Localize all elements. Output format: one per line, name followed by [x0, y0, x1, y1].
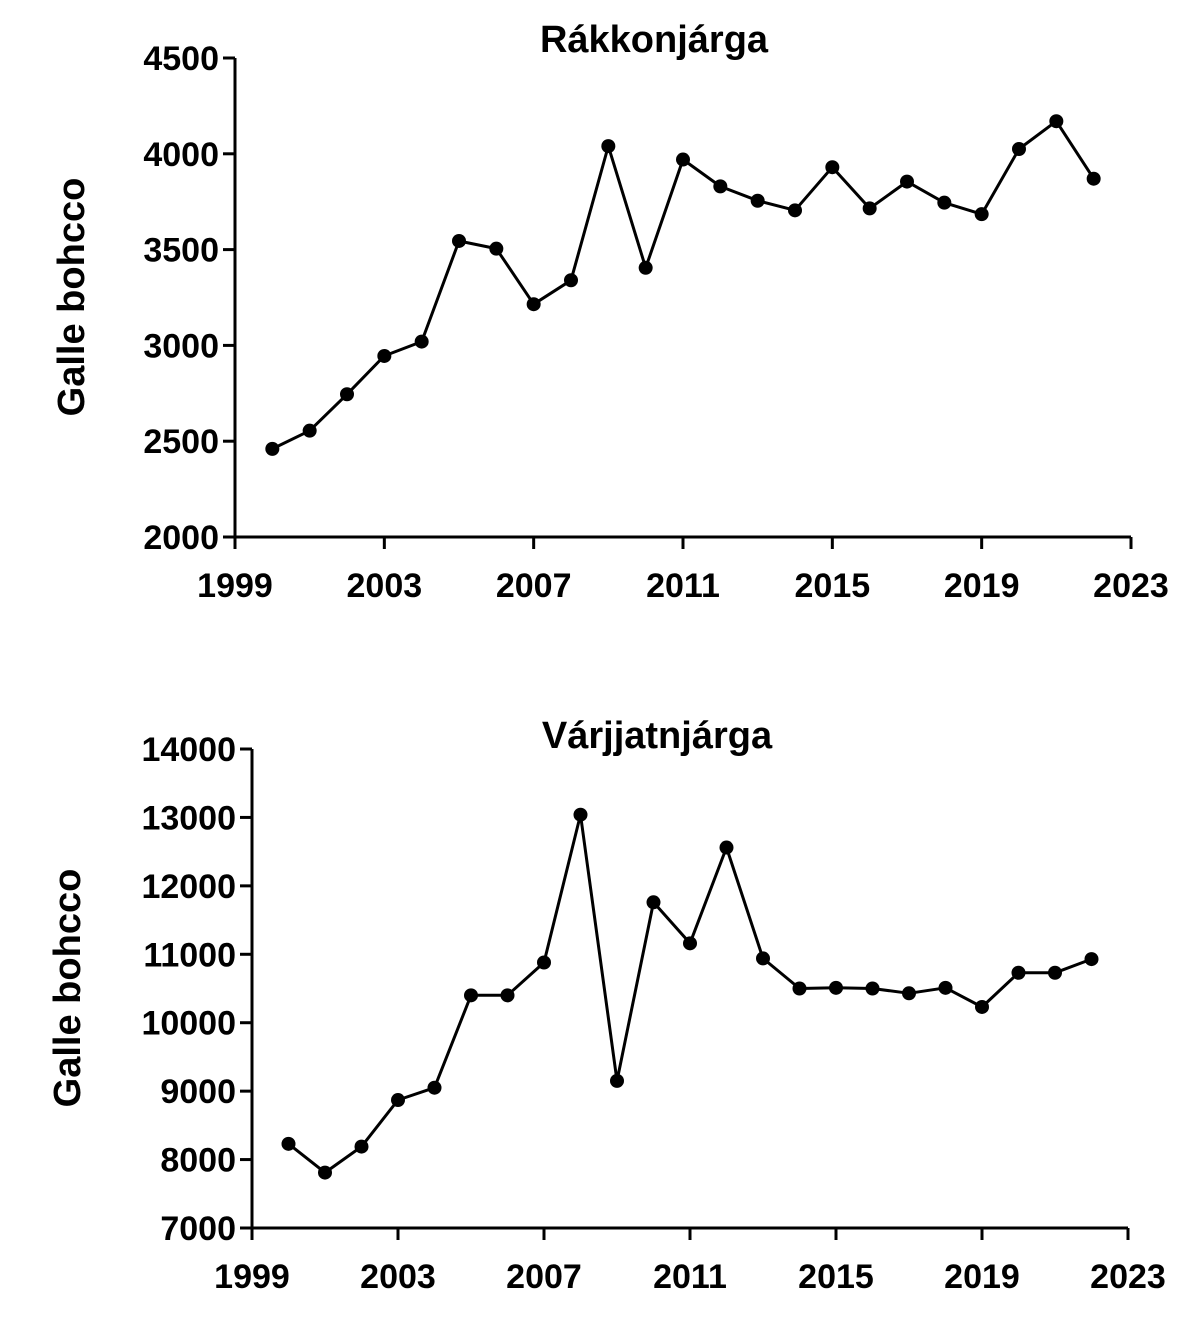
y-tick-label: 8000 — [160, 1142, 236, 1180]
x-tick-label: 2003 — [360, 1258, 436, 1296]
data-point — [646, 895, 661, 910]
chart-rakkonjarga: Rákkonjárga Galle bohcco 2000 2500 3000 350… — [51, 19, 1169, 605]
data-point — [318, 1165, 332, 1180]
data-point — [464, 988, 478, 1003]
data-point — [573, 807, 588, 822]
chart-title: Rákkonjárga — [540, 19, 769, 61]
y-axis-label: Galle bohcco — [51, 178, 93, 417]
x-tick-label: 2015 — [795, 567, 871, 605]
data-point — [265, 441, 280, 456]
data-point — [537, 955, 551, 970]
data-point — [938, 980, 953, 995]
data-point — [756, 951, 770, 966]
data-point — [414, 334, 429, 349]
data-point — [719, 840, 734, 855]
x-tick-label: 2007 — [506, 1258, 582, 1296]
series-line — [271, 119, 1095, 451]
data-point — [489, 241, 504, 256]
data-point — [500, 988, 515, 1003]
x-tick-label: 2019 — [944, 567, 1020, 605]
data-point — [638, 260, 653, 275]
y-tick-label: 3500 — [143, 232, 219, 270]
x-tick-label: 2003 — [347, 567, 423, 605]
y-tick-label: 3000 — [143, 327, 219, 365]
y-tick-label: 13000 — [141, 799, 236, 837]
data-point — [683, 936, 697, 951]
data-point — [1084, 952, 1099, 967]
chart-title: Várjjatnjárga — [542, 715, 773, 757]
x-tick-label: 1999 — [197, 567, 273, 605]
data-point — [713, 179, 728, 194]
data-point — [792, 981, 807, 996]
data-point — [1049, 114, 1064, 129]
data-point — [377, 348, 392, 363]
data-point — [825, 160, 840, 175]
data-point — [750, 193, 765, 208]
chart-varjjatnjarga: Várjjatnjárga Galle bohcco 7000 8000 9000 1… — [47, 715, 1166, 1296]
x-tick-label: 2007 — [496, 567, 572, 605]
data-point — [937, 195, 952, 210]
data-point — [862, 201, 877, 216]
data-point — [564, 273, 578, 288]
y-tick-label: 14000 — [141, 731, 236, 769]
data-point — [281, 1136, 296, 1151]
x-tick-label: 2023 — [1093, 567, 1169, 605]
data-point — [610, 1073, 624, 1088]
data-point — [1012, 142, 1026, 157]
x-tick-label: 2019 — [944, 1258, 1020, 1296]
data-point — [788, 203, 802, 218]
x-tick-label: 2011 — [653, 1258, 727, 1296]
data-point — [391, 1093, 405, 1108]
data-point — [526, 297, 541, 312]
y-tick-label: 12000 — [141, 868, 236, 906]
y-axis-label: Galle bohcco — [47, 869, 89, 1108]
data-point — [1048, 965, 1062, 980]
x-tick-label: 2015 — [798, 1258, 874, 1296]
x-tick-label: 2023 — [1090, 1258, 1166, 1296]
data-point — [452, 233, 466, 248]
y-tick-label: 7000 — [160, 1210, 236, 1248]
y-tick-label: 2500 — [143, 423, 219, 461]
data-point — [601, 139, 616, 154]
y-tick-label: 10000 — [141, 1005, 236, 1043]
y-tick-label: 4500 — [143, 40, 219, 78]
data-point — [427, 1080, 442, 1095]
data-point — [974, 207, 989, 222]
x-tick-label: 2011 — [646, 567, 720, 605]
data-point — [975, 999, 989, 1014]
data-point — [902, 986, 916, 1001]
data-point — [340, 387, 354, 402]
y-tick-label: 2000 — [143, 519, 219, 557]
data-point — [302, 423, 317, 438]
data-point — [676, 152, 690, 167]
y-tick-label: 11000 — [143, 936, 236, 974]
data-point — [900, 174, 914, 189]
y-tick-label: 4000 — [143, 136, 219, 174]
x-tick-label: 1999 — [214, 1258, 290, 1296]
data-point — [1011, 965, 1026, 980]
series-line — [287, 813, 1093, 1175]
y-tick-label: 9000 — [160, 1073, 236, 1111]
data-point — [829, 980, 843, 995]
data-point — [1086, 171, 1101, 186]
data-point — [354, 1139, 369, 1154]
data-point — [865, 981, 880, 996]
